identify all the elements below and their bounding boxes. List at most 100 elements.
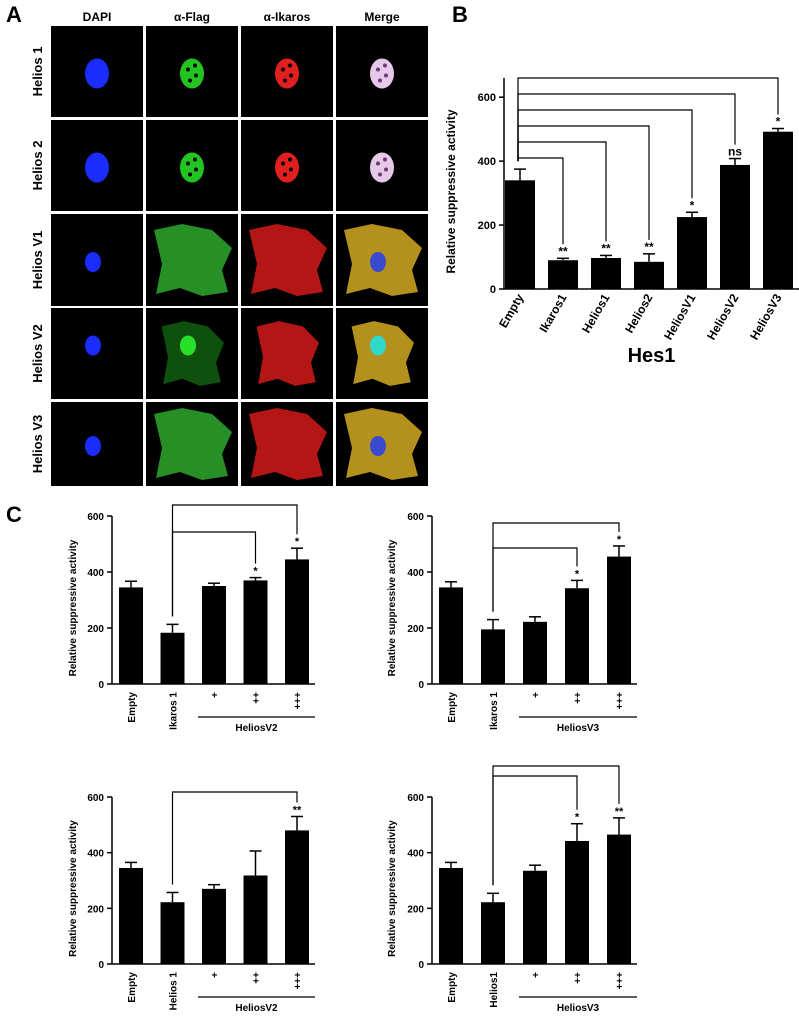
x-tick-label: Helios 1: [169, 972, 180, 1011]
nucleus: [85, 252, 101, 272]
y-tick-label: 200: [87, 624, 104, 635]
speckle: [378, 172, 382, 177]
speckle: [194, 167, 198, 172]
significance-label: *: [617, 534, 622, 546]
speckle: [383, 63, 387, 68]
nucleus: [275, 58, 299, 89]
cell-body: [249, 408, 327, 480]
nucleus: [85, 335, 101, 356]
y-tick-label: 400: [407, 849, 424, 860]
significance-label: **: [644, 240, 654, 254]
x-tick-label: +++: [615, 692, 626, 710]
speckle: [283, 78, 287, 83]
y-tick-label: 200: [407, 624, 424, 635]
y-tick-label: 400: [407, 568, 424, 579]
x-tick-label: Helios2: [622, 291, 656, 335]
group-label: HeliosV3: [557, 723, 600, 734]
nucleus: [370, 252, 386, 272]
bar: [523, 870, 547, 964]
bar: [720, 164, 750, 289]
bar: [160, 902, 185, 964]
x-tick-label: ++: [252, 972, 263, 984]
speckle: [283, 172, 287, 177]
bar: [481, 629, 505, 684]
comparison-bracket: [492, 765, 620, 886]
bar: [243, 580, 268, 684]
y-tick-label: 600: [407, 793, 424, 804]
x-tick-label: Empty: [496, 291, 527, 330]
panel-label: A: [6, 2, 22, 27]
y-tick-label: 600: [87, 793, 104, 804]
y-tick-label: 0: [490, 284, 496, 296]
x-tick-label: Empty: [127, 972, 138, 1003]
comparison-bracket: [517, 109, 693, 199]
x-tick-label: +: [531, 692, 542, 698]
y-tick-label: 400: [478, 156, 496, 168]
speckle: [376, 161, 380, 166]
row-label: Helios 1: [30, 47, 45, 97]
x-tick-label: Helios1: [489, 972, 500, 1008]
x-tick-label: Empty: [447, 692, 458, 723]
x-tick-label: ++: [573, 692, 584, 704]
x-tick-label: Empty: [447, 972, 458, 1003]
x-tick-label: +: [531, 972, 542, 978]
comparison-bracket: [492, 522, 620, 612]
column-header: DAPI: [83, 10, 112, 24]
bar: [202, 888, 226, 964]
speckle: [188, 172, 192, 177]
nucleus: [85, 436, 101, 456]
bar: [439, 587, 463, 684]
panel-label: C: [6, 502, 22, 527]
bar: [591, 257, 621, 289]
group-label: HeliosV3: [557, 1003, 600, 1014]
nucleus: [180, 58, 204, 89]
bar: [202, 586, 226, 684]
column-header: α-Ikaros: [264, 10, 311, 24]
significance-label: *: [253, 566, 258, 578]
row-label: Helios V2: [30, 324, 45, 383]
speckle: [384, 167, 388, 172]
nucleus: [180, 335, 196, 356]
significance-label: *: [575, 812, 580, 824]
nucleus: [370, 58, 394, 89]
x-tick-label: HeliosV2: [704, 291, 742, 342]
speckle: [186, 161, 190, 166]
y-tick-label: 600: [407, 512, 424, 523]
y-tick-label: 600: [478, 92, 496, 104]
speckle: [383, 157, 387, 162]
nucleus: [370, 436, 386, 456]
cell-body: [154, 408, 232, 480]
significance-label: *: [690, 198, 695, 212]
nucleus: [180, 152, 204, 183]
y-axis-title: Relative suppressive activity: [68, 820, 79, 957]
significance-label: **: [615, 806, 624, 818]
bar: [285, 559, 309, 684]
y-axis-title: Relative suppressive activity: [68, 539, 79, 676]
significance-label: *: [575, 568, 580, 580]
group-label: HeliosV2: [235, 723, 278, 734]
speckle: [288, 157, 292, 162]
speckle: [194, 73, 198, 78]
row-label: Helios V1: [30, 231, 45, 290]
significance-label: *: [295, 536, 300, 548]
bar: [607, 834, 631, 964]
nucleus: [370, 335, 386, 356]
y-tick-label: 200: [407, 904, 424, 915]
x-tick-label: Ikaros 1: [489, 692, 500, 730]
y-tick-label: 0: [418, 960, 424, 971]
bar: [481, 902, 505, 964]
y-tick-label: 200: [478, 220, 496, 232]
x-tick-label: +++: [293, 972, 304, 990]
x-tick-label: Helios1: [579, 291, 613, 335]
x-tick-label: +++: [293, 692, 304, 710]
speckle: [376, 67, 380, 72]
cell-body: [154, 224, 232, 296]
bar: [119, 587, 143, 684]
bar: [634, 261, 664, 289]
speckle: [281, 161, 285, 166]
row-label: Helios 2: [30, 141, 45, 191]
y-tick-label: 200: [87, 904, 104, 915]
x-tick-label: Ikaros 1: [169, 692, 180, 730]
y-tick-label: 0: [418, 680, 424, 691]
